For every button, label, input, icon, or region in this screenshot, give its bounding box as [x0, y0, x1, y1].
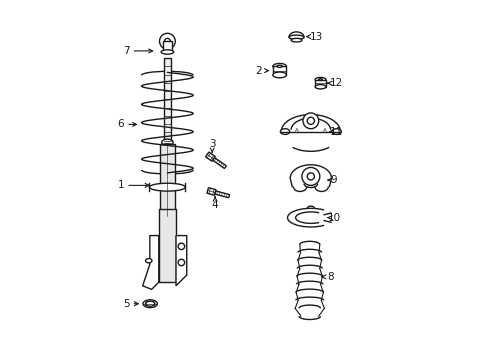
Text: 12: 12	[328, 78, 342, 88]
Bar	[314, 80, 325, 87]
Bar	[272, 66, 286, 75]
Polygon shape	[205, 152, 215, 161]
Circle shape	[303, 113, 318, 129]
Ellipse shape	[277, 65, 282, 67]
Bar	[163, 41, 171, 52]
Bar	[160, 144, 174, 216]
Text: 5: 5	[122, 299, 129, 309]
Ellipse shape	[162, 139, 173, 145]
Circle shape	[164, 39, 170, 44]
Text: 10: 10	[327, 213, 340, 222]
Circle shape	[159, 33, 175, 49]
Ellipse shape	[145, 301, 155, 306]
Bar	[159, 209, 176, 282]
Text: 13: 13	[309, 32, 322, 41]
Ellipse shape	[272, 63, 286, 69]
Text: 3: 3	[208, 139, 215, 149]
Ellipse shape	[314, 77, 325, 82]
Polygon shape	[176, 235, 186, 286]
Text: 7: 7	[122, 46, 129, 56]
Ellipse shape	[149, 183, 185, 191]
Polygon shape	[214, 191, 229, 198]
Polygon shape	[212, 158, 226, 168]
Ellipse shape	[290, 39, 301, 42]
Text: 4: 4	[211, 200, 218, 210]
Circle shape	[306, 117, 314, 125]
Text: 9: 9	[330, 175, 337, 185]
Text: 8: 8	[326, 272, 333, 282]
Ellipse shape	[272, 72, 286, 78]
Text: 2: 2	[255, 66, 262, 76]
Polygon shape	[142, 235, 159, 289]
Ellipse shape	[161, 50, 173, 54]
Ellipse shape	[318, 79, 322, 81]
Text: A: A	[295, 128, 299, 133]
Text: 11: 11	[328, 127, 342, 136]
Circle shape	[178, 259, 184, 266]
Circle shape	[306, 173, 314, 180]
Ellipse shape	[142, 300, 157, 308]
Ellipse shape	[314, 85, 325, 89]
Circle shape	[178, 243, 184, 249]
Ellipse shape	[162, 144, 173, 148]
Ellipse shape	[145, 258, 152, 263]
Ellipse shape	[288, 35, 304, 40]
Ellipse shape	[280, 129, 289, 134]
Text: 6: 6	[117, 120, 124, 129]
Text: 1: 1	[117, 180, 124, 190]
Polygon shape	[206, 188, 216, 195]
Ellipse shape	[331, 129, 341, 134]
Text: A: A	[322, 128, 325, 133]
Bar	[164, 58, 170, 144]
Circle shape	[301, 167, 319, 185]
